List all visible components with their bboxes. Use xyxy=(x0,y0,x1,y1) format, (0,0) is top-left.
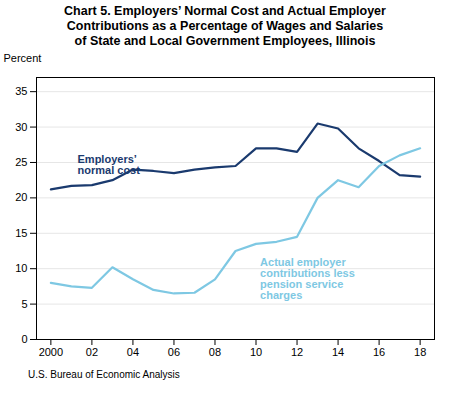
svg-text:Employers’normal cost: Employers’normal cost xyxy=(78,153,141,176)
svg-text:10: 10 xyxy=(250,346,262,358)
svg-text:30: 30 xyxy=(15,121,27,133)
svg-text:12: 12 xyxy=(291,346,303,358)
svg-text:5: 5 xyxy=(21,298,27,310)
html-text:Chart 5. Employers’ Normal Cos: Chart 5. Employers’ Normal Cost and Actu… xyxy=(64,4,386,48)
html-text:U.S. Bureau of Economic Analys: U.S. Bureau of Economic Analysis xyxy=(28,369,180,380)
svg-text:35: 35 xyxy=(15,85,27,97)
svg-text:06: 06 xyxy=(168,346,180,358)
svg-text:15: 15 xyxy=(15,227,27,239)
svg-text:16: 16 xyxy=(373,346,385,358)
svg-text:04: 04 xyxy=(127,346,139,358)
svg-text:18: 18 xyxy=(414,346,426,358)
svg-text:Percent: Percent xyxy=(4,52,42,64)
svg-text:14: 14 xyxy=(332,346,344,358)
svg-text:10: 10 xyxy=(15,262,27,274)
svg-text:2000: 2000 xyxy=(39,346,63,358)
svg-text:08: 08 xyxy=(209,346,221,358)
svg-text:25: 25 xyxy=(15,156,27,168)
svg-text:02: 02 xyxy=(86,346,98,358)
svg-text:20: 20 xyxy=(15,191,27,203)
svg-text:Actual employercontributions l: Actual employercontributions lesspension… xyxy=(260,256,355,301)
svg-text:0: 0 xyxy=(21,333,27,345)
